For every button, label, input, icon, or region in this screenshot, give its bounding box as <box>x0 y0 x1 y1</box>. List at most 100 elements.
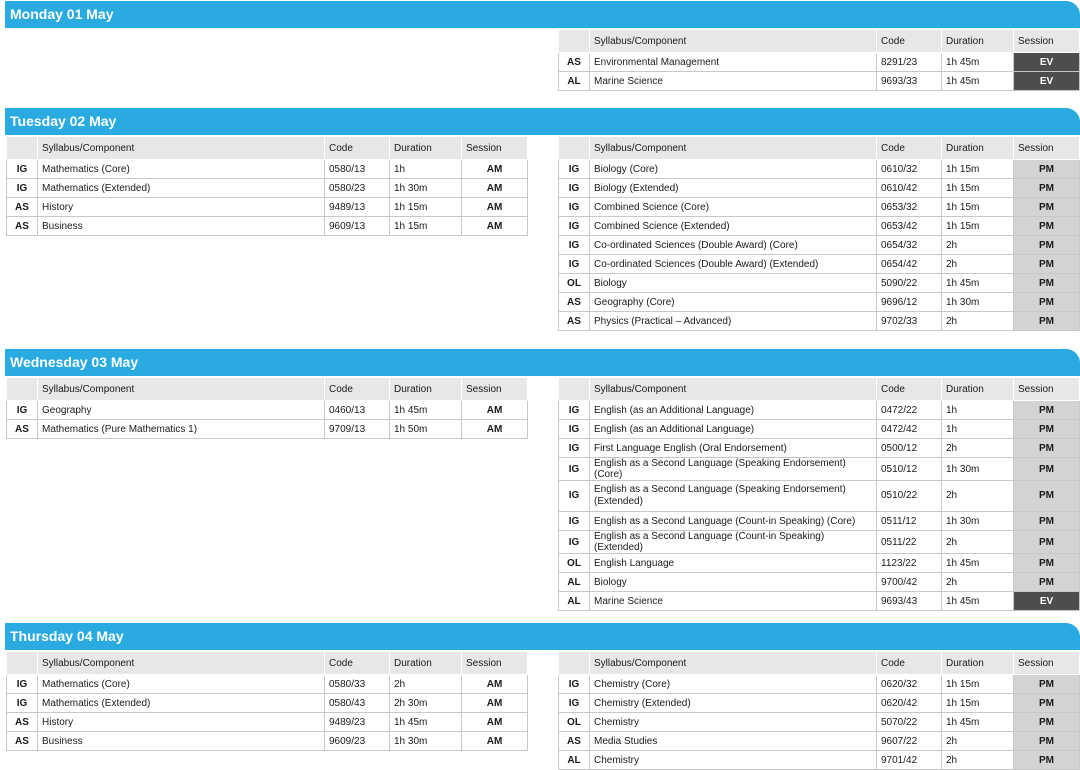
duration-cell: 1h 30m <box>389 178 462 198</box>
duration-cell: 1h 30m <box>941 511 1014 531</box>
code-cell: 0610/32 <box>876 159 942 179</box>
table-header-row: Syllabus/Component Code Duration Session <box>558 651 1080 675</box>
subject-cell: Chemistry (Core) <box>589 674 877 694</box>
code-cell: 0511/12 <box>876 511 942 531</box>
table-header-row: Syllabus/Component Code Duration Session <box>558 136 1080 160</box>
table-row: IG Geography 0460/13 1h 45m AM <box>6 400 528 420</box>
duration-header: Duration <box>389 377 462 401</box>
code-cell: 0654/32 <box>876 235 942 255</box>
table-header-row: Syllabus/Component Code Duration Session <box>6 651 528 675</box>
table-row: AS History 9489/23 1h 45m AM <box>6 712 528 732</box>
session-badge: AM <box>461 674 528 694</box>
code-cell: 9709/13 <box>324 419 390 439</box>
duration-cell: 1h 45m <box>389 400 462 420</box>
day-header: Thursday 04 May <box>5 623 1080 650</box>
subject-cell: Mathematics (Extended) <box>37 693 325 713</box>
level-cell: AS <box>558 292 590 312</box>
code-header: Code <box>876 377 942 401</box>
level-header <box>558 651 590 675</box>
duration-cell: 1h 30m <box>941 292 1014 312</box>
level-cell: IG <box>558 197 590 217</box>
table-row: AS Media Studies 9607/22 2h PM <box>558 731 1080 751</box>
level-header <box>558 377 590 401</box>
code-cell: 0460/13 <box>324 400 390 420</box>
level-cell: IG <box>6 159 38 179</box>
duration-cell: 2h <box>389 674 462 694</box>
table-row: AS Business 9609/13 1h 15m AM <box>6 216 528 236</box>
duration-cell: 1h <box>389 159 462 179</box>
right-schedule-table: Syllabus/Component Code Duration Session IG C… <box>558 651 1080 770</box>
code-cell: 0511/22 <box>876 530 942 554</box>
session-header: Session <box>1013 136 1080 160</box>
session-header: Session <box>1013 377 1080 401</box>
table-row: IG Mathematics (Core) 0580/13 1h AM <box>6 159 528 179</box>
subject-cell: History <box>37 712 325 732</box>
duration-cell: 1h 45m <box>941 712 1014 732</box>
code-cell: 0653/32 <box>876 197 942 217</box>
level-cell: IG <box>6 400 38 420</box>
subject-cell: English (as an Additional Language) <box>589 400 877 420</box>
level-header <box>558 29 590 53</box>
subject-header: Syllabus/Component <box>589 377 877 401</box>
subject-cell: Business <box>37 731 325 751</box>
subject-cell: English as a Second Language (Count-in S… <box>589 530 877 554</box>
session-badge: PM <box>1013 553 1080 573</box>
code-cell: 9489/13 <box>324 197 390 217</box>
code-header: Code <box>324 136 390 160</box>
code-header: Code <box>876 136 942 160</box>
table-row: IG English (as an Additional Language) 047… <box>558 400 1080 420</box>
duration-cell: 2h <box>941 254 1014 274</box>
table-row: IG English as a Second Language (Speaking… <box>558 480 1080 512</box>
session-header: Session <box>461 136 528 160</box>
table-row: AS Business 9609/23 1h 30m AM <box>6 731 528 751</box>
level-cell: IG <box>6 693 38 713</box>
left-schedule-table: Syllabus/Component Code Duration Session IG M… <box>6 136 528 236</box>
subject-cell: English as a Second Language (Speaking E… <box>589 457 877 481</box>
table-row: AL Marine Science 9693/33 1h 45m EV <box>558 71 1080 91</box>
level-cell: IG <box>558 419 590 439</box>
subject-header: Syllabus/Component <box>589 29 877 53</box>
table-header-row: Syllabus/Component Code Duration Session <box>6 136 528 160</box>
session-badge: EV <box>1013 591 1080 611</box>
session-badge: PM <box>1013 235 1080 255</box>
code-cell: 9693/33 <box>876 71 942 91</box>
level-cell: AS <box>6 197 38 217</box>
table-row: AS Mathematics (Pure Mathematics 1) 9709/1… <box>6 419 528 439</box>
table-row: AS Physics (Practical – Advanced) 9702/33 2… <box>558 311 1080 331</box>
subject-header: Syllabus/Component <box>37 136 325 160</box>
session-badge: AM <box>461 400 528 420</box>
code-cell: 0654/42 <box>876 254 942 274</box>
session-badge: AM <box>461 178 528 198</box>
duration-cell: 1h 15m <box>941 178 1014 198</box>
subject-cell: First Language English (Oral Endorsement… <box>589 438 877 458</box>
code-header: Code <box>324 377 390 401</box>
code-cell: 0620/32 <box>876 674 942 694</box>
subject-cell: Marine Science <box>589 71 877 91</box>
code-cell: 0580/43 <box>324 693 390 713</box>
code-cell: 0472/42 <box>876 419 942 439</box>
duration-cell: 1h 50m <box>389 419 462 439</box>
level-header <box>6 136 38 160</box>
duration-cell: 2h <box>941 480 1014 512</box>
code-cell: 0500/12 <box>876 438 942 458</box>
right-schedule-table: Syllabus/Component Code Duration Session IG E… <box>558 377 1080 611</box>
code-cell: 8291/23 <box>876 52 942 72</box>
session-badge: PM <box>1013 750 1080 770</box>
level-header <box>558 136 590 160</box>
table-row: IG Combined Science (Extended) 0653/42 1h 1… <box>558 216 1080 236</box>
subject-cell: Physics (Practical – Advanced) <box>589 311 877 331</box>
duration-cell: 1h 15m <box>941 197 1014 217</box>
table-row: OL Biology 5090/22 1h 45m PM <box>558 273 1080 293</box>
right-schedule-table: Syllabus/Component Code Duration Session IG B… <box>558 136 1080 331</box>
code-cell: 0510/22 <box>876 480 942 512</box>
session-badge: PM <box>1013 674 1080 694</box>
code-cell: 9700/42 <box>876 572 942 592</box>
duration-cell: 1h 45m <box>941 591 1014 611</box>
code-header: Code <box>324 651 390 675</box>
session-badge: AM <box>461 216 528 236</box>
duration-cell: 1h <box>941 419 1014 439</box>
code-cell: 9693/43 <box>876 591 942 611</box>
duration-cell: 1h 15m <box>389 216 462 236</box>
session-badge: PM <box>1013 712 1080 732</box>
left-schedule-table: Syllabus/Component Code Duration Session IG G… <box>6 377 528 439</box>
